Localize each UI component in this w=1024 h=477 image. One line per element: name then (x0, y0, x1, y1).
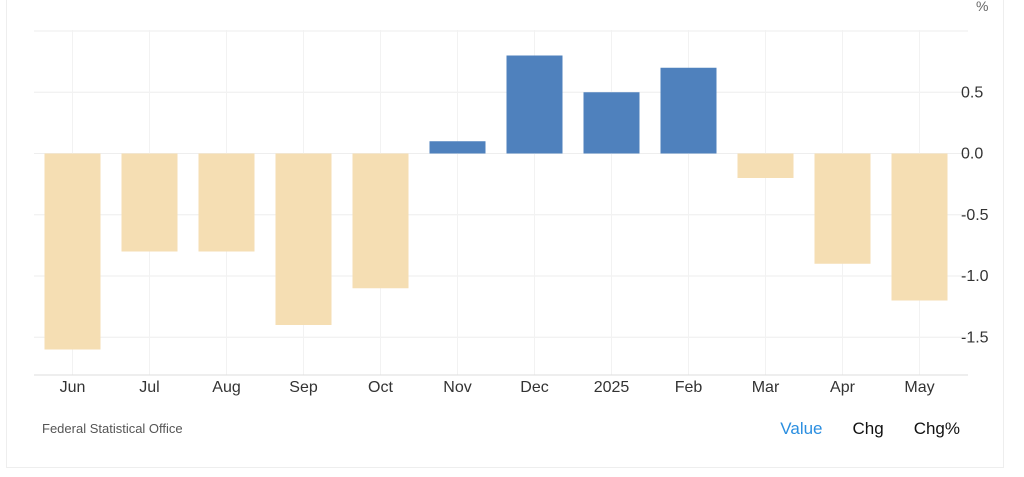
y-axis-ticks: 0.5 0.0 -0.5 -1.0 -1.5 (961, 84, 989, 346)
x-tick-label: Aug (212, 379, 240, 396)
x-tick-label: Oct (368, 379, 393, 396)
x-tick-label: Mar (752, 379, 780, 396)
x-axis-ticks: Jun Jul Aug Sep Oct Nov Dec 2025 Feb Mar Apr May (60, 379, 935, 396)
bar-Feb[interactable] (660, 67, 717, 154)
bar-chart: Jun Jul Aug Sep Oct Nov Dec 2025 Feb Mar Apr May 0.… (34, 0, 989, 396)
source-label: Federal Statistical Office (42, 421, 183, 436)
bar-May[interactable] (891, 153, 948, 301)
x-tick-label: Feb (675, 379, 703, 396)
tab-chg-percent[interactable]: Chg% (913, 419, 960, 438)
y-unit-label: % (976, 0, 988, 14)
x-tick-label: Nov (443, 379, 471, 396)
y-tick-label: -1.5 (961, 329, 989, 346)
bar-Dec[interactable] (506, 55, 563, 154)
bar-Jun[interactable] (44, 153, 101, 350)
y-tick-label: -1.0 (961, 268, 989, 285)
bar-Aug[interactable] (198, 153, 255, 252)
bars (44, 55, 948, 350)
y-tick-label: -0.5 (961, 207, 989, 224)
x-tick-label: Dec (520, 379, 548, 396)
view-tabs: Value Chg Chg% (780, 419, 960, 439)
x-tick-label: Sep (289, 379, 318, 396)
x-tick-label: Jul (139, 379, 159, 396)
tab-value[interactable]: Value (780, 419, 823, 438)
x-tick-label: May (904, 379, 934, 396)
bar-Jul[interactable] (121, 153, 178, 252)
y-tick-label: 0.0 (961, 146, 983, 163)
bar-Mar[interactable] (737, 153, 794, 179)
tab-chg[interactable]: Chg (852, 419, 884, 438)
bar-2025[interactable] (583, 92, 640, 154)
x-tick-label: 2025 (594, 379, 630, 396)
bar-Oct[interactable] (352, 153, 409, 289)
x-tick-label: Apr (830, 379, 856, 396)
bar-Sep[interactable] (275, 153, 332, 326)
x-tick-label: Jun (60, 379, 86, 396)
bar-Nov[interactable] (429, 141, 486, 154)
bar-Apr[interactable] (814, 153, 871, 264)
y-tick-label: 0.5 (961, 84, 983, 101)
